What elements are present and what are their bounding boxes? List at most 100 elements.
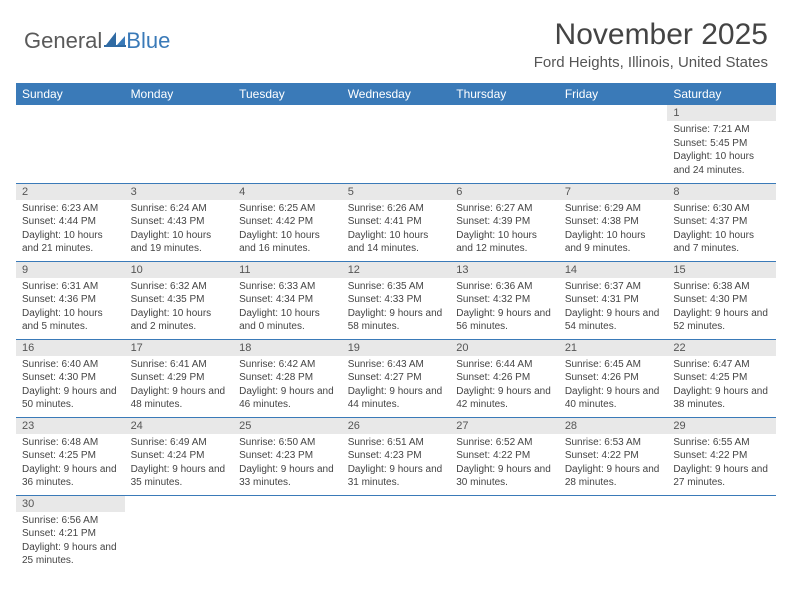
day-details: Sunrise: 6:35 AMSunset: 4:33 PMDaylight:… <box>342 278 451 338</box>
calendar-empty-cell <box>125 105 234 183</box>
sunset-text: Sunset: 4:32 PM <box>456 293 553 307</box>
day-details: Sunrise: 6:26 AMSunset: 4:41 PMDaylight:… <box>342 200 451 260</box>
day-number: 6 <box>450 184 559 200</box>
calendar-week-row: 23Sunrise: 6:48 AMSunset: 4:25 PMDayligh… <box>16 417 776 495</box>
calendar-day-cell: 16Sunrise: 6:40 AMSunset: 4:30 PMDayligh… <box>16 339 125 417</box>
daylight-text: Daylight: 9 hours and 50 minutes. <box>22 385 119 412</box>
day-number: 13 <box>450 262 559 278</box>
day-number: 30 <box>16 496 125 512</box>
day-details: Sunrise: 6:53 AMSunset: 4:22 PMDaylight:… <box>559 434 668 494</box>
calendar-day-cell: 6Sunrise: 6:27 AMSunset: 4:39 PMDaylight… <box>450 183 559 261</box>
weekday-header: Saturday <box>667 83 776 105</box>
daylight-text: Daylight: 10 hours and 12 minutes. <box>456 229 553 256</box>
sunset-text: Sunset: 4:30 PM <box>673 293 770 307</box>
daylight-text: Daylight: 9 hours and 36 minutes. <box>22 463 119 490</box>
day-details: Sunrise: 6:23 AMSunset: 4:44 PMDaylight:… <box>16 200 125 260</box>
sunset-text: Sunset: 5:45 PM <box>673 137 770 151</box>
sunrise-text: Sunrise: 6:24 AM <box>131 202 228 216</box>
weekday-header: Sunday <box>16 83 125 105</box>
calendar-week-row: 1Sunrise: 7:21 AMSunset: 5:45 PMDaylight… <box>16 105 776 183</box>
sunrise-text: Sunrise: 6:51 AM <box>348 436 445 450</box>
day-details: Sunrise: 6:52 AMSunset: 4:22 PMDaylight:… <box>450 434 559 494</box>
day-details: Sunrise: 6:29 AMSunset: 4:38 PMDaylight:… <box>559 200 668 260</box>
day-details: Sunrise: 6:33 AMSunset: 4:34 PMDaylight:… <box>233 278 342 338</box>
calendar-day-cell: 11Sunrise: 6:33 AMSunset: 4:34 PMDayligh… <box>233 261 342 339</box>
day-details: Sunrise: 6:30 AMSunset: 4:37 PMDaylight:… <box>667 200 776 260</box>
calendar-day-cell: 19Sunrise: 6:43 AMSunset: 4:27 PMDayligh… <box>342 339 451 417</box>
calendar-day-cell: 7Sunrise: 6:29 AMSunset: 4:38 PMDaylight… <box>559 183 668 261</box>
sunrise-text: Sunrise: 6:48 AM <box>22 436 119 450</box>
sunrise-text: Sunrise: 6:52 AM <box>456 436 553 450</box>
day-details: Sunrise: 6:40 AMSunset: 4:30 PMDaylight:… <box>16 356 125 416</box>
sunset-text: Sunset: 4:26 PM <box>565 371 662 385</box>
day-details: Sunrise: 6:37 AMSunset: 4:31 PMDaylight:… <box>559 278 668 338</box>
calendar-empty-cell <box>125 495 234 573</box>
sunset-text: Sunset: 4:23 PM <box>348 449 445 463</box>
day-number: 12 <box>342 262 451 278</box>
day-details: Sunrise: 6:43 AMSunset: 4:27 PMDaylight:… <box>342 356 451 416</box>
sunset-text: Sunset: 4:44 PM <box>22 215 119 229</box>
calendar-day-cell: 24Sunrise: 6:49 AMSunset: 4:24 PMDayligh… <box>125 417 234 495</box>
daylight-text: Daylight: 10 hours and 19 minutes. <box>131 229 228 256</box>
sunset-text: Sunset: 4:25 PM <box>673 371 770 385</box>
sunrise-text: Sunrise: 6:37 AM <box>565 280 662 294</box>
calendar-week-row: 2Sunrise: 6:23 AMSunset: 4:44 PMDaylight… <box>16 183 776 261</box>
sunset-text: Sunset: 4:35 PM <box>131 293 228 307</box>
sunset-text: Sunset: 4:31 PM <box>565 293 662 307</box>
calendar-empty-cell <box>342 105 451 183</box>
day-number: 23 <box>16 418 125 434</box>
sunset-text: Sunset: 4:27 PM <box>348 371 445 385</box>
calendar-day-cell: 9Sunrise: 6:31 AMSunset: 4:36 PMDaylight… <box>16 261 125 339</box>
calendar-day-cell: 20Sunrise: 6:44 AMSunset: 4:26 PMDayligh… <box>450 339 559 417</box>
daylight-text: Daylight: 10 hours and 21 minutes. <box>22 229 119 256</box>
weekday-header-row: SundayMondayTuesdayWednesdayThursdayFrid… <box>16 83 776 105</box>
sunrise-text: Sunrise: 6:32 AM <box>131 280 228 294</box>
day-number: 10 <box>125 262 234 278</box>
calendar-day-cell: 5Sunrise: 6:26 AMSunset: 4:41 PMDaylight… <box>342 183 451 261</box>
sunrise-text: Sunrise: 6:56 AM <box>22 514 119 528</box>
brand-blue: Blue <box>126 28 170 54</box>
weekday-header: Monday <box>125 83 234 105</box>
calendar-day-cell: 28Sunrise: 6:53 AMSunset: 4:22 PMDayligh… <box>559 417 668 495</box>
day-details: Sunrise: 6:27 AMSunset: 4:39 PMDaylight:… <box>450 200 559 260</box>
daylight-text: Daylight: 10 hours and 14 minutes. <box>348 229 445 256</box>
calendar-day-cell: 4Sunrise: 6:25 AMSunset: 4:42 PMDaylight… <box>233 183 342 261</box>
day-number: 24 <box>125 418 234 434</box>
daylight-text: Daylight: 9 hours and 35 minutes. <box>131 463 228 490</box>
calendar-empty-cell <box>450 495 559 573</box>
day-details: Sunrise: 6:50 AMSunset: 4:23 PMDaylight:… <box>233 434 342 494</box>
sunrise-text: Sunrise: 6:33 AM <box>239 280 336 294</box>
day-details: Sunrise: 6:36 AMSunset: 4:32 PMDaylight:… <box>450 278 559 338</box>
day-number: 22 <box>667 340 776 356</box>
daylight-text: Daylight: 9 hours and 56 minutes. <box>456 307 553 334</box>
calendar-empty-cell <box>342 495 451 573</box>
calendar-day-cell: 25Sunrise: 6:50 AMSunset: 4:23 PMDayligh… <box>233 417 342 495</box>
sunrise-text: Sunrise: 6:29 AM <box>565 202 662 216</box>
day-number: 8 <box>667 184 776 200</box>
daylight-text: Daylight: 9 hours and 42 minutes. <box>456 385 553 412</box>
day-details: Sunrise: 6:45 AMSunset: 4:26 PMDaylight:… <box>559 356 668 416</box>
day-number: 14 <box>559 262 668 278</box>
sunset-text: Sunset: 4:39 PM <box>456 215 553 229</box>
day-number: 21 <box>559 340 668 356</box>
sunrise-text: Sunrise: 6:42 AM <box>239 358 336 372</box>
day-number: 25 <box>233 418 342 434</box>
sunrise-text: Sunrise: 6:47 AM <box>673 358 770 372</box>
weekday-header: Tuesday <box>233 83 342 105</box>
sunset-text: Sunset: 4:24 PM <box>131 449 228 463</box>
brand-logo: General Blue <box>24 18 170 54</box>
calendar-day-cell: 29Sunrise: 6:55 AMSunset: 4:22 PMDayligh… <box>667 417 776 495</box>
calendar-day-cell: 3Sunrise: 6:24 AMSunset: 4:43 PMDaylight… <box>125 183 234 261</box>
calendar-empty-cell <box>233 105 342 183</box>
day-number: 29 <box>667 418 776 434</box>
daylight-text: Daylight: 9 hours and 54 minutes. <box>565 307 662 334</box>
sunset-text: Sunset: 4:22 PM <box>565 449 662 463</box>
sunset-text: Sunset: 4:23 PM <box>239 449 336 463</box>
sunrise-text: Sunrise: 6:43 AM <box>348 358 445 372</box>
sunset-text: Sunset: 4:33 PM <box>348 293 445 307</box>
calendar-day-cell: 21Sunrise: 6:45 AMSunset: 4:26 PMDayligh… <box>559 339 668 417</box>
calendar-day-cell: 23Sunrise: 6:48 AMSunset: 4:25 PMDayligh… <box>16 417 125 495</box>
sunrise-text: Sunrise: 6:45 AM <box>565 358 662 372</box>
daylight-text: Daylight: 10 hours and 16 minutes. <box>239 229 336 256</box>
sunset-text: Sunset: 4:21 PM <box>22 527 119 541</box>
